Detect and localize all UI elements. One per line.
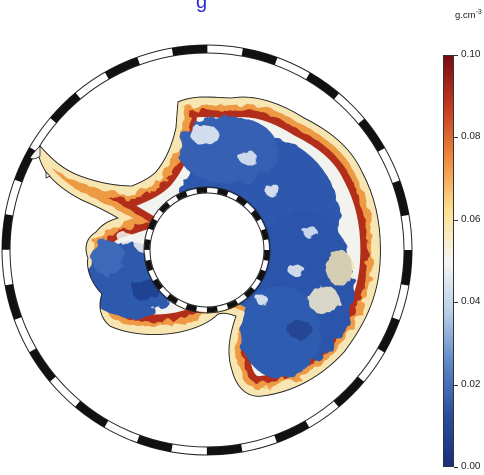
colorbar-tick-label: 0.02 (461, 378, 481, 390)
graticule-ring-inner (9, 52, 405, 448)
colorbar-tick (454, 219, 458, 221)
colorbar (443, 55, 454, 467)
polar-hole-dashes (144, 187, 270, 313)
colorbar-tick-label: 0.04 (461, 296, 481, 308)
peninsula-coastline (29, 145, 51, 179)
colorbar-tick (454, 55, 458, 56)
colorbar-tick-label: 0.08 (461, 131, 481, 143)
colorbar-tick-label: 0.00 (461, 461, 481, 472)
polar-hole (145, 188, 269, 312)
colorbar-tick (454, 302, 458, 304)
polar-hole-ring-inner (149, 192, 265, 308)
antarctica-density-map (1, 44, 413, 456)
colorbar-tick-label: 0.10 (461, 49, 481, 60)
colorbar-unit: g.cm-3 (455, 9, 482, 22)
polar-hole-ring-outer (143, 186, 271, 314)
colorbar-tick (454, 384, 458, 386)
colorbar-tick (454, 467, 458, 468)
latitude-ring-dashes (2, 45, 412, 455)
colorbar-tick (454, 137, 458, 139)
colorbar-tick-label: 0.06 (461, 213, 481, 225)
title-fragment: g (196, 0, 208, 13)
